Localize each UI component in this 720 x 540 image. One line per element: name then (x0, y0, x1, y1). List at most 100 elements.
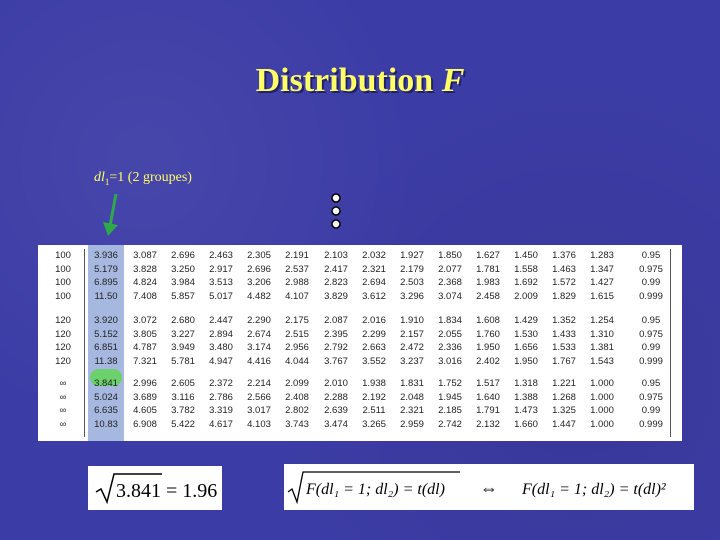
equivalence-formula-box: F(dl₁ = 1; dl₂) = t(dl) ⇔ F(dl₁ = 1; dl₂… (284, 464, 694, 510)
table-cell: 2.996 (133, 378, 157, 389)
table-cell: 1.572 (552, 277, 576, 288)
table-cell: 3.805 (133, 328, 157, 340)
sqrt-result: = 1.96 (166, 480, 217, 502)
table-cell: 2.447 (209, 315, 233, 326)
probability-cell: 0.999 (639, 418, 663, 430)
row-df-cell: ∞ (59, 391, 67, 403)
table-cell: 11.50 (94, 290, 118, 302)
table-row: ∞ 6.635 4.605 3.782 3.319 3.017 2.802 2.639 2.51… (38, 405, 682, 417)
table-cell: 6.895 (94, 277, 118, 288)
table-row: 120 6.851 4.787 3.949 3.480 3.174 2.956 2.792 2.… (38, 342, 682, 354)
table-cell: 2.103 (324, 250, 348, 261)
table-row: ∞ 3.841 2.996 2.605 2.372 2.214 2.099 2.010 1.93… (38, 378, 682, 390)
table-cell: 1.791 (476, 405, 500, 416)
table-cell: 2.009 (514, 290, 538, 302)
table-cell: 2.191 (285, 250, 309, 261)
table-cell: 1.558 (514, 263, 538, 275)
table-row: 100 6.895 4.824 3.984 3.513 3.206 2.988 2.823 2.… (38, 277, 682, 289)
table-cell: 1.318 (514, 378, 538, 389)
row-df-cell: ∞ (59, 405, 67, 416)
table-cell: 3.767 (324, 355, 348, 367)
row-df-cell: 120 (55, 315, 71, 326)
table-cell: 1.945 (438, 391, 462, 403)
probability-cell: 0.99 (641, 277, 661, 288)
table-row: ∞ 5.024 3.689 3.116 2.786 2.566 2.408 2.288 2.19… (38, 392, 682, 404)
table-cell: 3.612 (362, 290, 386, 302)
table-cell: 2.511 (362, 405, 386, 416)
table-cell: 2.179 (400, 263, 424, 275)
table-cell: 1.450 (514, 250, 538, 261)
table-cell: 1.517 (476, 378, 500, 389)
table-cell: 2.336 (438, 342, 462, 353)
probability-cell: 0.975 (639, 263, 663, 275)
dl-prefix: dl (94, 170, 105, 185)
table-cell: 1.752 (438, 378, 462, 389)
table-cell: 1.627 (476, 250, 500, 261)
table-cell: 1.310 (590, 328, 614, 340)
table-cell: 1.473 (514, 405, 538, 416)
dl-subscript: 1 (104, 176, 110, 187)
table-cell: 2.458 (476, 290, 500, 302)
table-cell: 1.938 (362, 378, 386, 389)
table-cell: 2.288 (324, 391, 348, 403)
row-df-cell: 100 (55, 277, 71, 288)
table-cell: 3.074 (438, 290, 462, 302)
table-cell: 3.016 (438, 355, 462, 367)
title-text: Distribution (255, 62, 442, 99)
table-cell: 3.480 (209, 342, 233, 353)
table-cell: 2.010 (324, 378, 348, 389)
table-cell: 2.016 (362, 315, 386, 326)
table-cell: 1.381 (590, 342, 614, 353)
table-cell: 3.984 (171, 277, 195, 288)
table-row: 100 5.179 3.828 3.250 2.917 2.696 2.537 2.417 2.… (38, 264, 682, 276)
table-cell: 5.152 (94, 328, 118, 340)
table-cell: 2.321 (362, 263, 386, 275)
table-cell: 7.408 (133, 290, 157, 302)
table-cell: 4.044 (285, 355, 309, 367)
table-cell: 6.635 (94, 405, 118, 416)
row-df-cell: 120 (55, 355, 71, 367)
table-cell: 3.689 (133, 391, 157, 403)
table-cell: 4.416 (247, 355, 271, 367)
table-cell: 3.087 (133, 250, 157, 261)
table-cell: 1.608 (476, 315, 500, 326)
radical-sign-icon (95, 473, 162, 505)
row-df-cell: 120 (55, 342, 71, 353)
table-cell: 1.983 (476, 277, 500, 288)
table-cell: 2.823 (324, 277, 348, 288)
table-cell: 5.781 (171, 355, 195, 367)
table-cell: 2.032 (362, 250, 386, 261)
table-cell: 4.617 (209, 418, 233, 430)
table-cell: 2.157 (400, 328, 424, 340)
row-df-cell: ∞ (59, 378, 67, 389)
table-cell: 2.214 (247, 378, 271, 389)
table-cell: 2.417 (324, 263, 348, 275)
table-cell: 2.694 (362, 277, 386, 288)
row-df-cell: 100 (55, 250, 71, 261)
right-expression: F(dl₁ = 1; dl₂) = t(dl)² (521, 481, 667, 498)
table-cell: 2.408 (285, 391, 309, 403)
table-cell: 3.936 (94, 250, 118, 261)
table-cell: 3.296 (400, 290, 424, 302)
table-cell: 2.472 (400, 342, 424, 353)
table-cell: 2.988 (285, 277, 309, 288)
table-cell: 2.185 (438, 405, 462, 416)
table-cell: 2.077 (438, 263, 462, 275)
probability-cell: 0.999 (639, 355, 663, 367)
table-cell: 2.299 (362, 328, 386, 340)
table-cell: 2.680 (171, 315, 195, 326)
table-cell: 2.503 (400, 277, 424, 288)
table-cell: 1.660 (514, 418, 538, 430)
table-cell: 2.674 (247, 328, 271, 340)
table-cell: 1.530 (514, 328, 538, 340)
table-cell: 2.566 (247, 391, 271, 403)
table-cell: 2.786 (209, 391, 233, 403)
table-cell: 1.283 (590, 250, 614, 261)
left-expression: F(dl₁ = 1; dl₂) = t(dl) (305, 481, 445, 498)
probability-cell: 0.99 (641, 342, 661, 353)
table-cell: 1.000 (590, 418, 614, 430)
table-cell: 2.917 (209, 263, 233, 275)
table-cell: 2.368 (438, 277, 462, 288)
table-cell: 1.927 (400, 250, 424, 261)
row-df-cell: 120 (55, 328, 71, 340)
